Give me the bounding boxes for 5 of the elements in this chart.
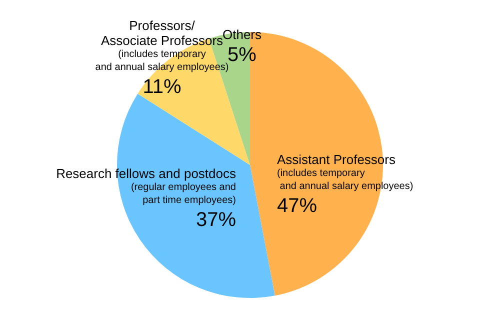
data-label: 5%	[228, 44, 257, 66]
slice-label: Others	[222, 27, 262, 42]
data-label: 37%	[196, 209, 236, 231]
data-label: 11%	[142, 76, 182, 98]
data-label: 47%	[277, 195, 318, 217]
